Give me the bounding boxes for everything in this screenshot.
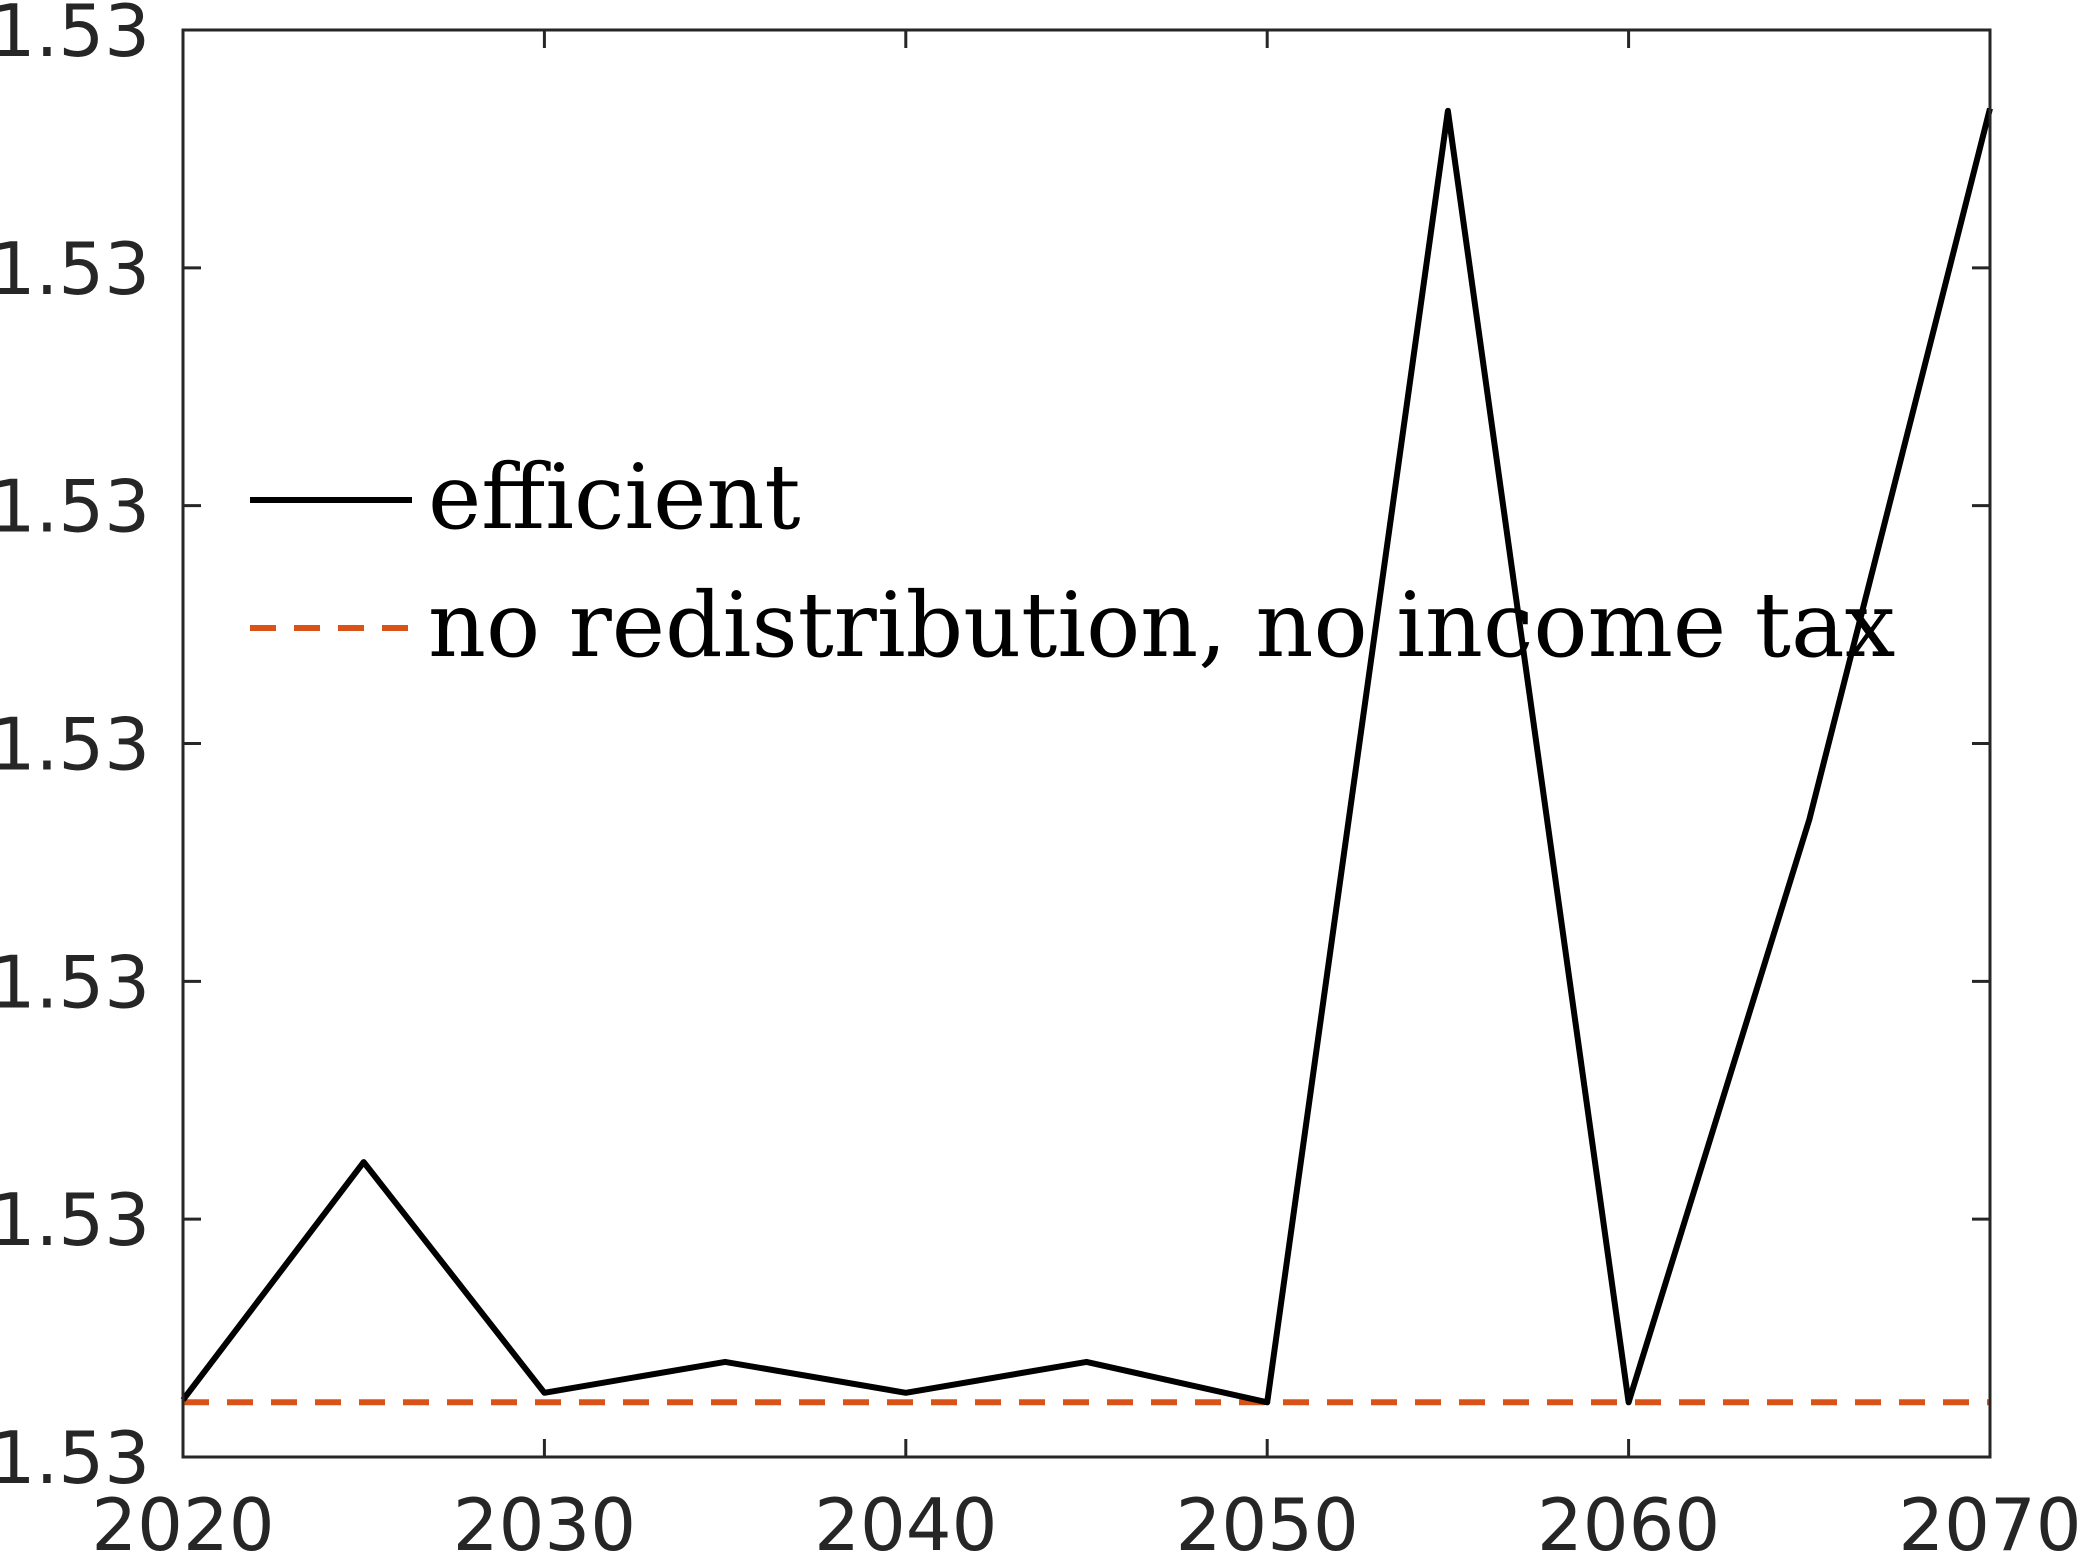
x-tick-label: 2030 bbox=[453, 1483, 636, 1554]
legend: efficient no redistribution, no income t… bbox=[250, 445, 1895, 678]
legend-label-no-redistribution: no redistribution, no income tax bbox=[428, 573, 1895, 678]
y-tick-label: 1.53 bbox=[0, 227, 150, 311]
plot-area-frame bbox=[181, 28, 1992, 1459]
series-line-efficient bbox=[180, 107, 1993, 1406]
x-tick-label: 2070 bbox=[1898, 1483, 2079, 1554]
y-tick-label: 1.53 bbox=[0, 465, 150, 549]
legend-label-efficient: efficient bbox=[428, 445, 801, 550]
y-tick-label: 1.53 bbox=[0, 940, 150, 1024]
x-tick-label: 2040 bbox=[814, 1483, 997, 1554]
y-tick-label: 1.53 bbox=[0, 0, 150, 73]
y-tick-label: 1.53 bbox=[0, 1178, 150, 1262]
x-tick-label: 2020 bbox=[91, 1483, 274, 1554]
series-layer bbox=[180, 107, 1993, 1406]
y-tick-label: 1.53 bbox=[0, 1416, 150, 1500]
x-tick-label: 2050 bbox=[1176, 1483, 1359, 1554]
y-tick-label: 1.53 bbox=[0, 703, 150, 787]
x-tick-label: 2060 bbox=[1537, 1483, 1720, 1554]
tick-layer bbox=[181, 28, 1992, 1459]
